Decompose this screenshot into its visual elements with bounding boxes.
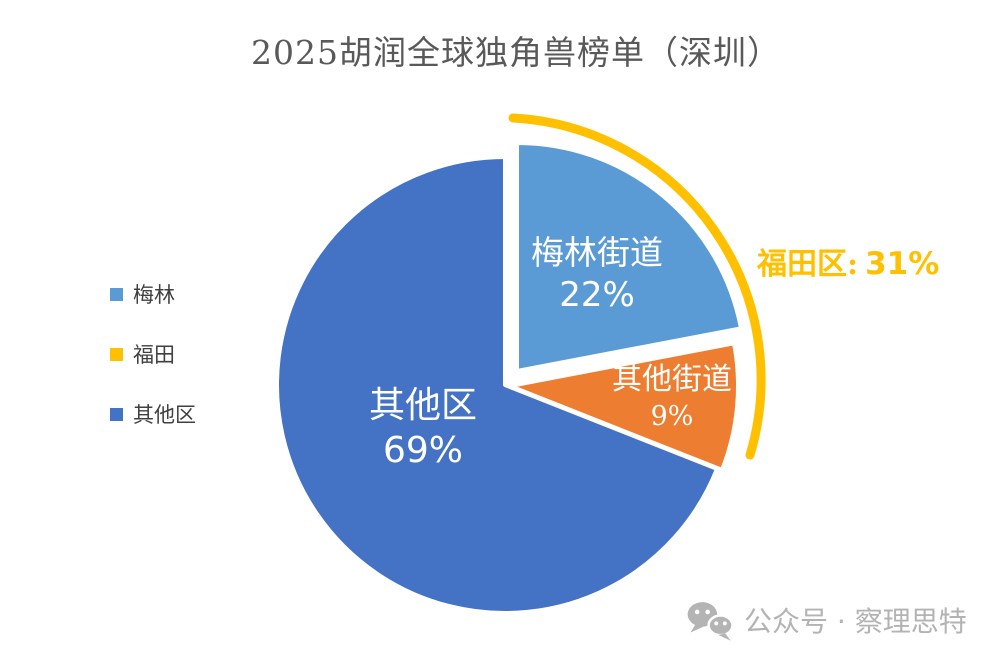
- legend-label: 梅林: [133, 283, 175, 307]
- legend-item-meilin: 梅林: [110, 281, 196, 307]
- legend-swatch-icon: [110, 347, 123, 361]
- watermark: 公众号 · 察理思特: [686, 601, 967, 643]
- legend-swatch-icon: [110, 287, 123, 301]
- watermark-text: 公众号 · 察理思特: [744, 605, 967, 638]
- legend-label: 其他区: [133, 403, 196, 427]
- pie-slice-qitaqu: [275, 155, 719, 615]
- pie-slice-qitajiedao: [508, 341, 740, 472]
- annotation-arc: [508, 113, 766, 460]
- legend-item-qitaqu: 其他区: [110, 401, 196, 427]
- chart-title: 2025胡润全球独角兽榜单（深圳）: [251, 33, 781, 72]
- chart-legend: 梅林 福田 其他区: [110, 281, 196, 461]
- legend-label: 福田: [133, 343, 175, 367]
- legend-swatch-icon: [110, 407, 123, 421]
- annotation-value: 31%: [865, 246, 940, 282]
- annotation-prefix: 福田区:: [757, 247, 859, 282]
- futianqu-annotation: 福田区: 31%: [757, 239, 939, 283]
- pie-slice-meilinjiedao: [515, 141, 743, 373]
- legend-item-futian: 福田: [110, 341, 196, 367]
- wechat-icon: [687, 602, 734, 641]
